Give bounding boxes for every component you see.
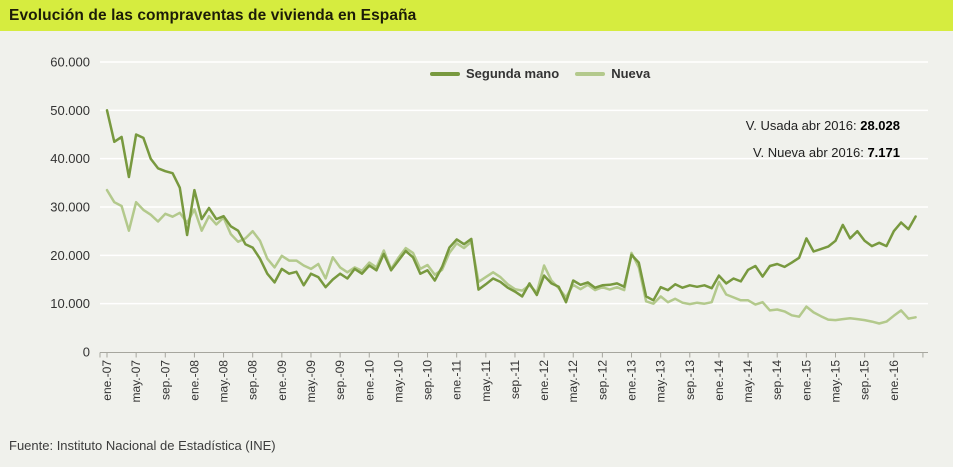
x-axis-tick-label: sep.-13: [683, 360, 697, 400]
series-line-nueva: [105, 188, 917, 325]
source-note: Fuente: Instituto Nacional de Estadístic…: [9, 438, 276, 453]
annotation-usada-value: 28.028: [860, 118, 900, 133]
y-axis-tick-label: 10.000: [50, 296, 90, 311]
y-axis-tick-label: 50.000: [50, 103, 90, 118]
x-axis-tick-label: may.-15: [829, 360, 843, 403]
x-axis-tick-label: sep.-09: [333, 360, 347, 400]
y-axis-tick-label: 40.000: [50, 151, 90, 166]
x-axis-tick-label: sep.-14: [770, 360, 784, 400]
x-axis-tick-label: sep.-12: [595, 360, 609, 400]
x-axis-tick-label: ene.-07: [100, 360, 114, 401]
x-axis-tick-label: ene.-16: [887, 360, 901, 401]
x-axis-tick-label: ene.-14: [712, 360, 726, 401]
annotation-usada: V. Usada abr 2016: 28.028: [746, 118, 900, 133]
x-axis-tick-label: may.-14: [741, 360, 755, 403]
x-axis-tick-label: ene.-11: [450, 360, 464, 400]
x-axis-tick-label: ene.-15: [799, 360, 813, 401]
nueva-line-swatch: [575, 71, 606, 76]
annotation-nueva: V. Nueva abr 2016: 7.171: [746, 145, 900, 160]
x-axis-tick-label: ene.-10: [362, 360, 376, 401]
annotation-usada-label: V. Usada abr 2016:: [745, 118, 857, 133]
latest-values-annotation: V. Usada abr 2016: 28.028 V. Nueva abr 2…: [746, 118, 900, 172]
x-axis-tick-label: may.-08: [217, 360, 231, 403]
x-axis-tick-label: ene.-08: [187, 360, 201, 401]
x-axis-tick-label: ene.-13: [625, 360, 639, 401]
y-axis-tick-label: 60.000: [50, 55, 90, 70]
x-axis-tick-label: may.-09: [304, 360, 318, 403]
x-axis-tick-label: ene.-12: [537, 360, 551, 401]
chart-title-bar: Evolución de las compraventas de viviend…: [0, 0, 953, 31]
y-axis-tick-label: 30.000: [50, 200, 90, 215]
series-line-segunda-mano: [105, 109, 917, 304]
x-axis-tick-label: sep.-15: [858, 360, 872, 400]
x-axis-tick-label: may.-13: [654, 360, 668, 403]
legend-item-segunda-mano: Segunda mano: [430, 66, 559, 81]
x-axis-tick-label: sep.-08: [246, 360, 260, 400]
line-chart: 0 10.000 20.000 30.000 40.000 50.000 60.000 ene…: [50, 55, 928, 403]
annotation-nueva-label: V. Nueva abr 2016:: [753, 145, 864, 160]
x-axis-tick-label: may.-11: [479, 360, 493, 402]
x-axis-tick-label: ene.-09: [275, 360, 289, 401]
page-title: Evolución de las compraventas de viviend…: [9, 6, 417, 24]
legend-label-segunda-mano: Segunda mano: [466, 66, 560, 81]
segunda-mano-line-swatch: [430, 71, 460, 76]
x-axis-tick-label: sep.-10: [421, 360, 435, 400]
x-axis-tick-label: sep.-11: [508, 360, 522, 399]
legend-label-nueva: Nueva: [611, 66, 651, 81]
chart-legend: Segunda mano Nueva: [430, 66, 650, 81]
annotation-nueva-value: 7.171: [867, 145, 900, 160]
x-axis-tick-label: may.-07: [129, 360, 143, 403]
x-axis-tick-label: sep.-07: [158, 360, 172, 400]
y-axis-tick-label: 20.000: [50, 248, 90, 263]
legend-item-nueva: Nueva: [575, 66, 650, 81]
y-axis-tick-label: 0: [83, 345, 90, 360]
x-axis-tick-label: may.-10: [391, 360, 405, 403]
x-axis-tick-label: may.-12: [566, 360, 580, 403]
